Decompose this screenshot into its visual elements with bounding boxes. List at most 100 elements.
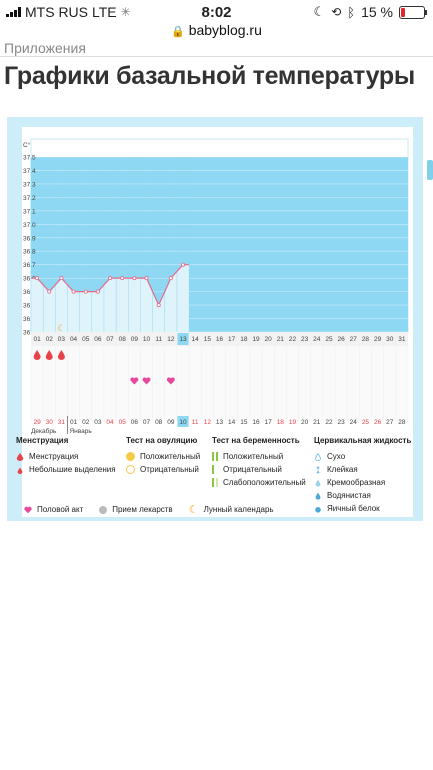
cycle-day-label: 23	[301, 336, 309, 343]
page-title: Графики базальной температуры	[4, 62, 415, 90]
legend-item: Положительный	[140, 452, 201, 461]
clock: 8:02	[201, 4, 232, 21]
legend-menstruation: Менструация Менструация Небольшие выделе…	[16, 436, 116, 476]
temperature-point	[71, 289, 76, 294]
legend-item: Положительный	[223, 452, 284, 461]
cycle-day-label: 30	[386, 336, 394, 343]
calendar-date: 10	[179, 419, 187, 426]
intercourse-marker	[142, 377, 151, 385]
battery-icon	[399, 5, 427, 19]
chart-card: С° 37.5 37.4 37.3 37.2 37.1 37.0 36.9 36.8 36.7 36…	[22, 127, 413, 517]
calendar-date: 22	[325, 419, 333, 426]
cycle-day-label: 26	[337, 336, 345, 343]
cycle-day-label: 19	[252, 336, 260, 343]
temperature-point	[132, 276, 137, 281]
bluetooth-icon: ᛒ	[347, 4, 356, 20]
y-tick-label: 36.5	[23, 289, 36, 296]
watery-icon	[315, 492, 321, 500]
calendar-date: 23	[337, 419, 345, 426]
legend-item: Лунный календарь	[203, 505, 274, 514]
calendar-date: 20	[301, 419, 309, 426]
menstruation-marker	[33, 350, 41, 360]
moon-marker: ☾	[57, 323, 65, 333]
cycle-day-label: 21	[277, 336, 285, 343]
temperature-point	[47, 289, 52, 294]
cycle-day-label: 09	[131, 336, 139, 343]
chart-panel: С° 37.5 37.4 37.3 37.2 37.1 37.0 36.9 36.8 36.7 36…	[7, 117, 423, 521]
calendar-date: 17	[265, 419, 273, 426]
network-label: LTE	[92, 4, 117, 20]
calendar-date: 03	[94, 419, 102, 426]
legend-item: Отрицательный	[140, 465, 199, 474]
cycle-day-label: 03	[58, 336, 66, 343]
calendar-date: 05	[119, 419, 127, 426]
legend-item: Яичный белок	[327, 504, 380, 513]
negative-circle-icon	[126, 465, 135, 474]
legend-item: Кремообразная	[327, 478, 386, 487]
calendar-date: 06	[131, 419, 139, 426]
calendar-date: 21	[313, 419, 321, 426]
y-tick-label: 37.1	[23, 208, 36, 215]
calendar-date: 28	[398, 419, 406, 426]
cycle-day-label: 14	[192, 336, 200, 343]
moon-icon: ☾	[188, 504, 199, 516]
cycle-day-label: 15	[204, 336, 212, 343]
cycle-day-label: 25	[325, 336, 333, 343]
y-tick-label: 36.7	[23, 262, 36, 269]
y-tick-label: 37.2	[23, 195, 36, 202]
legend-item: Половой акт	[37, 505, 84, 514]
cycle-day-label: 06	[94, 336, 102, 343]
events-grid	[31, 346, 408, 421]
month-label: Декабрь	[31, 427, 57, 435]
cycle-day-label: 10	[143, 336, 151, 343]
calendar-date: 15	[240, 419, 248, 426]
menstruation-marker	[45, 350, 53, 360]
legend-item: Водянистая	[327, 491, 371, 500]
calendar-date: 14	[228, 419, 236, 426]
calendar-date: 02	[82, 419, 90, 426]
y-tick-label: 36.2	[23, 330, 36, 337]
legend-title: Менструация	[16, 436, 69, 445]
legend-item: Отрицательный	[223, 465, 282, 474]
legend-title: Цервикальная жидкость	[314, 436, 412, 445]
legend-title: Тест на овуляцию	[126, 436, 198, 445]
y-tick-label: 36.6	[23, 276, 36, 283]
legend-other: Половой акт Прием лекарств ☾ Лунный кален…	[24, 503, 274, 516]
cycle-day-label: 01	[33, 336, 41, 343]
temperature-point	[95, 289, 100, 294]
y-tick-label: 37.5	[23, 155, 36, 162]
legend-item: Слабоположительный	[223, 478, 306, 487]
cycle-day-label: 18	[240, 336, 248, 343]
intercourse-marker	[166, 377, 175, 385]
breadcrumb[interactable]: Приложения	[4, 40, 86, 56]
temperature-area	[31, 264, 190, 332]
rotation-lock-icon: ⟲	[331, 5, 342, 19]
legend: Менструация Менструация Небольшие выделе…	[16, 436, 416, 526]
calendar-date: 27	[386, 419, 394, 426]
cycle-day-label: 05	[82, 336, 90, 343]
intercourse-marker	[130, 377, 139, 385]
address-bar[interactable]: 🔒 babyblog.ru	[0, 22, 433, 42]
two-lines-icon	[212, 452, 218, 461]
battery-label: 15 %	[361, 4, 393, 20]
cycle-day-label: 22	[289, 336, 297, 343]
menstruation-marker	[57, 350, 65, 360]
scrollbar[interactable]	[427, 160, 433, 180]
small-drop-icon	[17, 467, 23, 474]
cycle-day-label: 29	[374, 336, 382, 343]
cycle-day-label: 31	[398, 336, 406, 343]
month-label: Январь	[69, 428, 92, 435]
moon-icon: ☾	[313, 4, 326, 19]
divider	[0, 56, 433, 57]
temperature-point	[108, 276, 113, 281]
cycle-day-label: 17	[228, 336, 236, 343]
sticky-icon	[316, 466, 320, 473]
y-tick-label: 37.0	[23, 222, 36, 229]
heart-icon	[24, 506, 32, 513]
cycle-day-label: 28	[362, 336, 370, 343]
calendar-date: 12	[204, 419, 212, 426]
calendar-date: 19	[289, 419, 297, 426]
cycle-day-label: 12	[167, 336, 175, 343]
cycle-day-label: 02	[46, 336, 54, 343]
cycle-day-label: 11	[155, 336, 162, 343]
